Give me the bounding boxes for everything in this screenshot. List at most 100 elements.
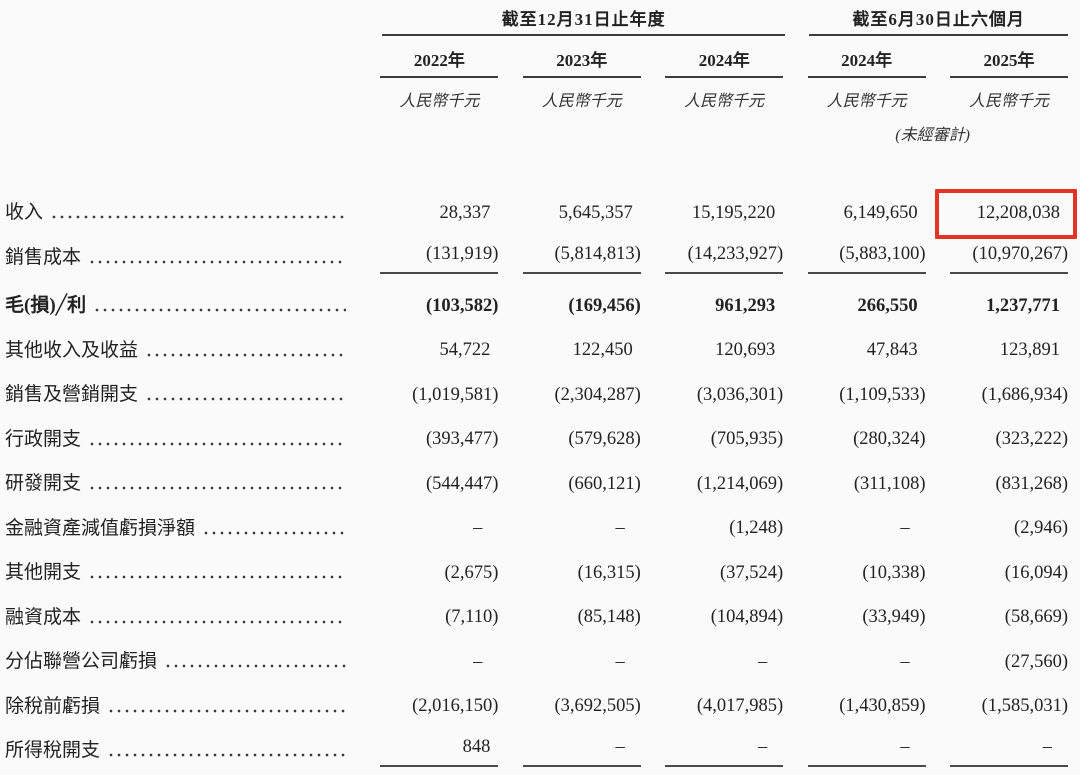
value-wrap: (4,017,985) [665, 694, 783, 719]
value-text: (103,582) [425, 295, 499, 316]
value-cell: 961,293 [653, 294, 795, 319]
value-text: (14,233,927) [687, 243, 784, 264]
value-text: (1,214,069) [696, 473, 784, 494]
value-text: (85,148) [577, 607, 641, 628]
dotted-leader [88, 437, 346, 452]
value-cell: 12,208,038 [934, 188, 1080, 239]
value-cell: 120,693 [653, 338, 795, 363]
dotted-leader [50, 211, 346, 226]
row-label: 行政開支 [5, 428, 82, 450]
row-label-cell: 銷售成本 [0, 246, 368, 270]
value-wrap: (2,946) [950, 516, 1068, 541]
value-text: (37,524) [719, 562, 784, 583]
value-wrap: 12,208,038 [934, 188, 1077, 239]
value-text: (3,692,505) [554, 696, 641, 717]
value-cell: (1,585,031) [938, 694, 1080, 719]
value-cell: (323,222) [938, 427, 1080, 452]
value-wrap: 122,450 [523, 338, 641, 363]
year-header-cell: 2024年 [795, 50, 937, 78]
value-text: (2,946) [1014, 518, 1068, 539]
value-wrap: (1,686,934) [950, 383, 1068, 408]
value-wrap: – [522, 735, 641, 768]
value-text: (10,970,267) [972, 243, 1068, 264]
value-text: (3,036,301) [696, 384, 784, 405]
value-cell: (1,019,581) [368, 383, 510, 408]
row-label-cell: 毛(損)╱利 [0, 294, 368, 319]
value-wrap: (16,315) [523, 561, 641, 586]
currency-unit-label: 人民幣千元 [541, 93, 622, 110]
value-cell: – [938, 735, 1080, 768]
value-cell: 28,337 [368, 201, 510, 226]
dotted-leader [88, 482, 346, 497]
value-text: (579,628) [568, 429, 641, 450]
value-cell: (4,017,985) [653, 694, 795, 719]
value-cell: – [510, 650, 652, 675]
value-text: 54,722 [439, 340, 491, 361]
row-label-cell: 其他開支 [0, 561, 368, 586]
row-label-cell: 收入 [0, 201, 368, 226]
value-wrap: (2,675) [380, 561, 498, 586]
value-wrap: (579,628) [523, 427, 641, 452]
value-wrap: (311,108) [808, 472, 926, 497]
value-cell: – [795, 650, 937, 675]
value-text: (1,109,533) [839, 384, 926, 405]
value-cell: (3,036,301) [653, 383, 795, 408]
dotted-leader [202, 526, 346, 541]
value-wrap: 6,149,650 [808, 201, 926, 226]
value-cell: (58,669) [938, 605, 1080, 630]
value-cell: – [653, 735, 795, 768]
dotted-leader [88, 255, 346, 270]
currency-unit-row: 人民幣千元 人民幣千元 人民幣千元 人民幣千元 人民幣千元 [0, 91, 1080, 113]
value-wrap: – [665, 650, 783, 675]
value-cell: – [368, 516, 510, 541]
value-text: – [1042, 737, 1052, 758]
value-text: 123,891 [999, 340, 1060, 361]
value-text: 15,195,220 [691, 202, 776, 223]
value-text: (16,315) [577, 562, 641, 583]
value-wrap: (1,248) [665, 516, 783, 541]
currency-unit-label: 人民幣千元 [826, 93, 907, 110]
value-wrap: (10,970,267) [949, 242, 1068, 274]
value-text: (169,456) [568, 295, 641, 316]
value-cell: (169,456) [510, 294, 652, 319]
value-wrap: – [380, 650, 498, 675]
value-cell: (1,430,859) [795, 694, 937, 719]
value-text: 848 [462, 737, 491, 758]
value-cell: (27,560) [938, 650, 1080, 675]
year-label: 2024年 [665, 50, 784, 78]
currency-unit-cell: 人民幣千元 [795, 91, 937, 113]
value-wrap: (16,094) [950, 561, 1068, 586]
value-wrap: (2,016,150) [380, 694, 498, 719]
value-wrap: (323,222) [950, 427, 1068, 452]
table-row: 分佔聯營公司虧損 – – – – (27,560) [0, 640, 1080, 685]
value-cell: (280,324) [795, 427, 937, 452]
table-header: 截至12月31日止年度 截至6月30日止六個月 [0, 0, 1080, 36]
value-wrap: 54,722 [380, 338, 498, 363]
value-cell: (705,935) [653, 427, 795, 452]
value-cell: (16,315) [510, 561, 652, 586]
value-wrap: (705,935) [665, 427, 783, 452]
dotted-leader [88, 571, 346, 586]
value-text: – [615, 518, 625, 539]
value-cell: (831,268) [938, 472, 1080, 497]
value-text: 120,693 [715, 340, 776, 361]
column-group-title-interim: 截至6月30日止六個月 [809, 9, 1068, 36]
value-wrap: – [523, 650, 641, 675]
value-text: (2,016,150) [412, 696, 499, 717]
value-cell: 54,722 [368, 338, 510, 363]
currency-unit-cell: 人民幣千元 [510, 91, 652, 113]
value-cell: (660,121) [510, 472, 652, 497]
value-cell: 123,891 [938, 338, 1080, 363]
value-wrap: (103,582) [380, 294, 498, 319]
row-label: 其他開支 [5, 562, 82, 584]
value-text: (2,304,287) [554, 384, 641, 405]
currency-unit-cell: 人民幣千元 [368, 91, 510, 113]
value-text: – [615, 651, 625, 672]
value-cell: – [368, 650, 510, 675]
row-label-cell: 所得稅開支 [0, 739, 368, 764]
value-wrap: – [380, 516, 498, 541]
value-wrap: (10,338) [808, 561, 925, 586]
value-wrap: 15,195,220 [665, 201, 783, 226]
value-cell: (131,919) [368, 242, 510, 274]
value-wrap: – [808, 650, 926, 675]
